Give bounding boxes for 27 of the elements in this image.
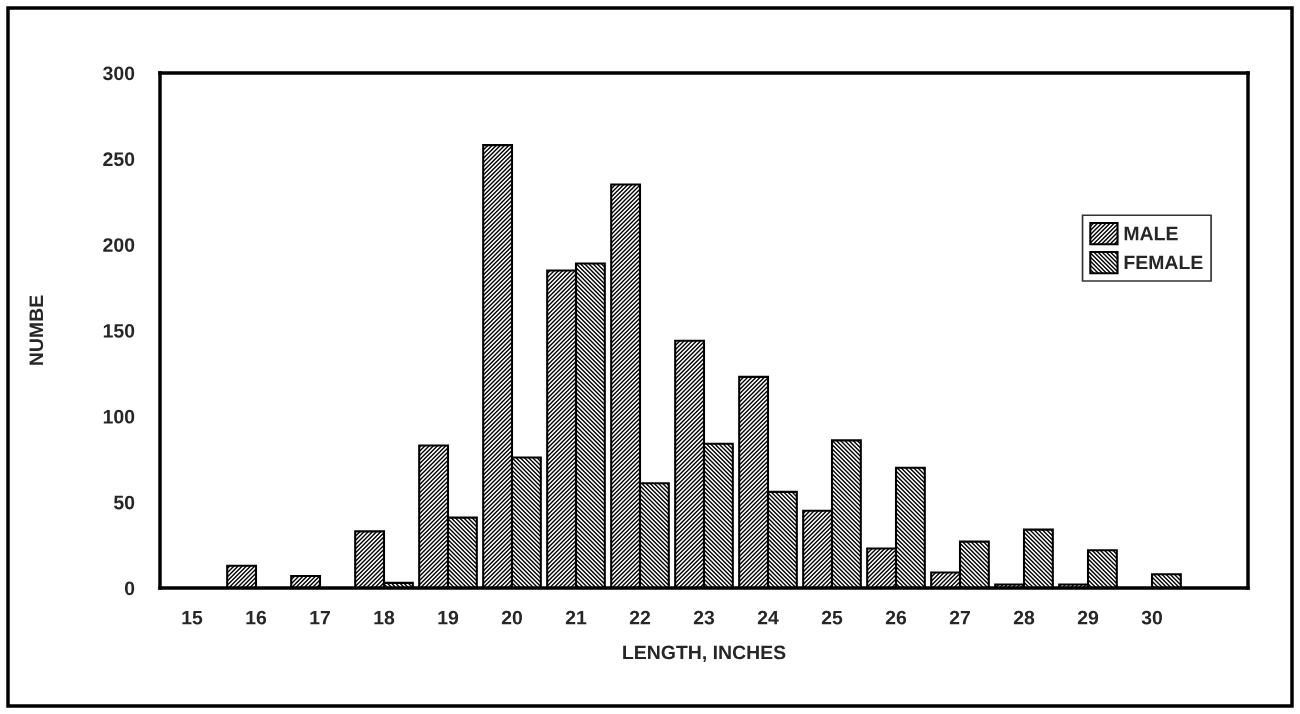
x-tick-label: 24: [757, 610, 779, 625]
x-tick-label: 22: [629, 610, 651, 625]
x-tick-label: 28: [1013, 610, 1035, 625]
y-tick-label: 200: [103, 238, 135, 252]
y-tick-label: 250: [103, 152, 135, 167]
x-tick-label: 30: [1141, 610, 1163, 625]
y-axis-title: NUMBE: [29, 295, 44, 365]
y-tick-label: 300: [103, 66, 135, 81]
x-tick-label: 16: [246, 610, 267, 625]
y-tick-label: 150: [103, 323, 135, 338]
x-tick-label: 15: [182, 610, 203, 625]
x-tick-label: 27: [949, 610, 970, 625]
y-tick-label: 100: [103, 409, 135, 424]
legend-label: FEMALE: [1124, 255, 1203, 270]
legend-label: MALE: [1124, 226, 1178, 241]
x-tick-label: 18: [374, 610, 395, 625]
x-tick-label: 25: [821, 610, 843, 625]
x-tick-label: 20: [501, 610, 523, 625]
x-tick-label: 26: [885, 610, 907, 625]
x-tick-label: 17: [310, 610, 330, 625]
x-axis-title: LENGTH, INCHES: [623, 645, 786, 663]
x-tick-label: 23: [693, 610, 715, 625]
x-tick-label: 19: [438, 610, 459, 625]
y-tick-label: 0: [124, 581, 135, 596]
y-tick-label: 50: [113, 495, 135, 510]
x-tick-label: 21: [565, 610, 587, 625]
x-tick-label: 29: [1077, 610, 1099, 625]
